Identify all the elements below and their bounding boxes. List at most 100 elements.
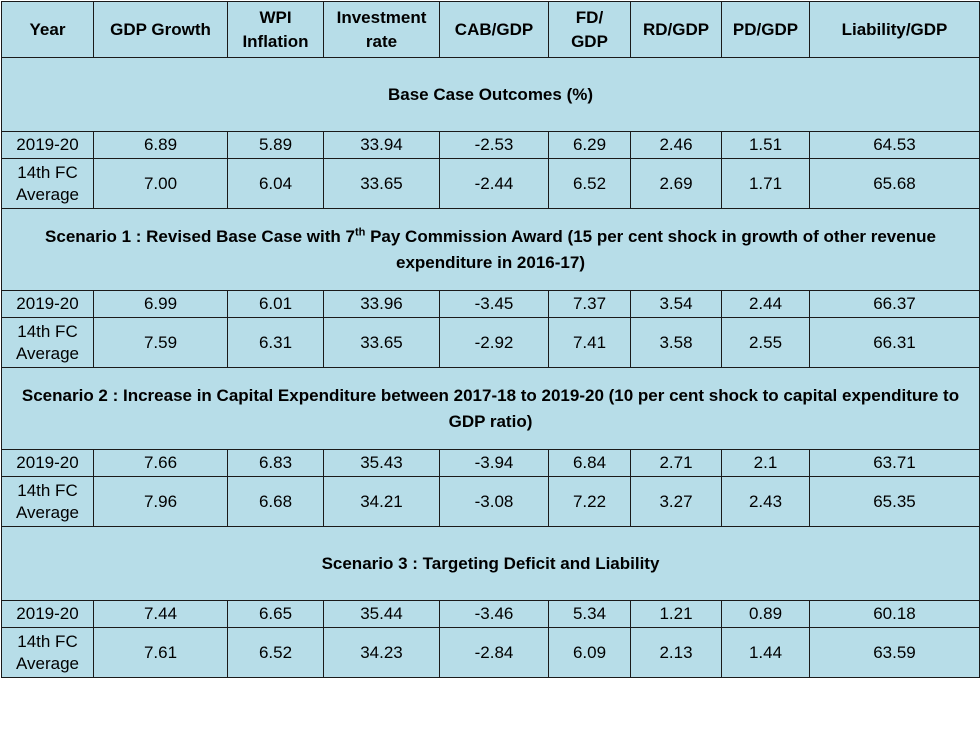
year-cell: 14th FC Average xyxy=(1,317,94,368)
col-header-investment-rate: Investment rate xyxy=(323,1,440,58)
cell-pd-gdp: 0.89 xyxy=(721,600,810,628)
section-title: Scenario 2 : Increase in Capital Expendi… xyxy=(1,367,980,450)
section-title-row: Scenario 1 : Revised Base Case with 7th … xyxy=(1,208,980,291)
cell-cab-gdp: -3.46 xyxy=(439,600,549,628)
section-title-text: Base Case Outcomes (%) xyxy=(387,84,594,104)
cell-cab-gdp: -3.45 xyxy=(439,290,549,318)
table-row: 2019-20 6.89 5.89 33.94 -2.53 6.29 2.46 1.51 64.… xyxy=(1,131,980,159)
cell-fd-gdp: 6.09 xyxy=(548,627,631,678)
year-cell: 2019-20 xyxy=(1,290,94,318)
cell-pd-gdp: 1.44 xyxy=(721,627,810,678)
cell-cab-gdp: -2.53 xyxy=(439,131,549,159)
cell-investment-rate: 35.43 xyxy=(323,449,440,477)
col-header-liability-gdp: Liability/GDP xyxy=(809,1,980,58)
section-title-row: Scenario 2 : Increase in Capital Expendi… xyxy=(1,367,980,450)
section-title-text: Pay Commission Award (15 per cent shock … xyxy=(365,226,936,272)
cell-fd-gdp: 7.37 xyxy=(548,290,631,318)
cell-fd-gdp: 7.22 xyxy=(548,476,631,527)
cell-liability-gdp: 63.59 xyxy=(809,627,980,678)
scenario-outcomes-table: Year GDP Growth WPI Inflation Investment r… xyxy=(1,1,980,678)
cell-fd-gdp: 6.84 xyxy=(548,449,631,477)
cell-cab-gdp: -2.44 xyxy=(439,158,549,209)
cell-fd-gdp: 7.41 xyxy=(548,317,631,368)
cell-rd-gdp: 2.71 xyxy=(630,449,722,477)
cell-liability-gdp: 65.35 xyxy=(809,476,980,527)
col-header-year: Year xyxy=(1,1,94,58)
cell-rd-gdp: 3.58 xyxy=(630,317,722,368)
cell-pd-gdp: 2.43 xyxy=(721,476,810,527)
cell-investment-rate: 33.96 xyxy=(323,290,440,318)
cell-wpi-inflation: 6.52 xyxy=(227,627,324,678)
section-title: Scenario 1 : Revised Base Case with 7th … xyxy=(1,208,980,291)
col-header-cab-gdp: CAB/GDP xyxy=(439,1,549,58)
section-title: Base Case Outcomes (%) xyxy=(1,57,980,132)
cell-gdp-growth: 7.00 xyxy=(93,158,228,209)
cell-rd-gdp: 2.69 xyxy=(630,158,722,209)
cell-rd-gdp: 3.54 xyxy=(630,290,722,318)
header-row: Year GDP Growth WPI Inflation Investment r… xyxy=(1,1,980,58)
cell-liability-gdp: 66.37 xyxy=(809,290,980,318)
col-header-pd-gdp: PD/GDP xyxy=(721,1,810,58)
cell-liability-gdp: 65.68 xyxy=(809,158,980,209)
section-title: Scenario 3 : Targeting Deficit and Liabi… xyxy=(1,526,980,601)
cell-wpi-inflation: 6.04 xyxy=(227,158,324,209)
cell-pd-gdp: 2.1 xyxy=(721,449,810,477)
table-row: 2019-20 7.44 6.65 35.44 -3.46 5.34 1.21 0.89 60.… xyxy=(1,600,980,628)
cell-wpi-inflation: 6.65 xyxy=(227,600,324,628)
cell-investment-rate: 33.94 xyxy=(323,131,440,159)
cell-gdp-growth: 7.96 xyxy=(93,476,228,527)
section-title-row: Base Case Outcomes (%) xyxy=(1,57,980,132)
year-cell: 14th FC Average xyxy=(1,476,94,527)
cell-gdp-growth: 7.61 xyxy=(93,627,228,678)
cell-wpi-inflation: 6.83 xyxy=(227,449,324,477)
cell-pd-gdp: 1.71 xyxy=(721,158,810,209)
cell-pd-gdp: 2.44 xyxy=(721,290,810,318)
col-header-gdp-growth: GDP Growth xyxy=(93,1,228,58)
year-cell: 14th FC Average xyxy=(1,627,94,678)
cell-investment-rate: 34.21 xyxy=(323,476,440,527)
cell-liability-gdp: 63.71 xyxy=(809,449,980,477)
section-title-text: Scenario 1 : Revised Base Case with 7 xyxy=(45,226,355,246)
cell-investment-rate: 33.65 xyxy=(323,317,440,368)
cell-gdp-growth: 7.66 xyxy=(93,449,228,477)
col-header-fd-gdp: FD/GDP xyxy=(548,1,631,58)
cell-wpi-inflation: 5.89 xyxy=(227,131,324,159)
cell-wpi-inflation: 6.68 xyxy=(227,476,324,527)
cell-cab-gdp: -3.08 xyxy=(439,476,549,527)
cell-wpi-inflation: 6.31 xyxy=(227,317,324,368)
cell-liability-gdp: 60.18 xyxy=(809,600,980,628)
table-row: 14th FC Average 7.96 6.68 34.21 -3.08 7.22 3.27… xyxy=(1,476,980,527)
cell-rd-gdp: 1.21 xyxy=(630,600,722,628)
cell-rd-gdp: 2.13 xyxy=(630,627,722,678)
section-title-text: Scenario 3 : Targeting Deficit and Liabi… xyxy=(321,553,660,573)
cell-cab-gdp: -3.94 xyxy=(439,449,549,477)
col-header-wpi-inflation: WPI Inflation xyxy=(227,1,324,58)
cell-pd-gdp: 2.55 xyxy=(721,317,810,368)
cell-investment-rate: 33.65 xyxy=(323,158,440,209)
cell-gdp-growth: 6.99 xyxy=(93,290,228,318)
table-row: 14th FC Average 7.59 6.31 33.65 -2.92 7.41 3.58… xyxy=(1,317,980,368)
cell-pd-gdp: 1.51 xyxy=(721,131,810,159)
table-row: 2019-20 7.66 6.83 35.43 -3.94 6.84 2.71 2.1 63.7… xyxy=(1,449,980,477)
col-header-rd-gdp: RD/GDP xyxy=(630,1,722,58)
cell-cab-gdp: -2.92 xyxy=(439,317,549,368)
cell-fd-gdp: 5.34 xyxy=(548,600,631,628)
cell-rd-gdp: 3.27 xyxy=(630,476,722,527)
year-cell: 2019-20 xyxy=(1,449,94,477)
cell-investment-rate: 35.44 xyxy=(323,600,440,628)
cell-fd-gdp: 6.52 xyxy=(548,158,631,209)
cell-gdp-growth: 7.59 xyxy=(93,317,228,368)
table-row: 14th FC Average 7.00 6.04 33.65 -2.44 6.52 2.69… xyxy=(1,158,980,209)
year-cell: 14th FC Average xyxy=(1,158,94,209)
cell-fd-gdp: 6.29 xyxy=(548,131,631,159)
section-title-text: th xyxy=(354,225,366,238)
cell-investment-rate: 34.23 xyxy=(323,627,440,678)
year-cell: 2019-20 xyxy=(1,131,94,159)
cell-gdp-growth: 7.44 xyxy=(93,600,228,628)
cell-wpi-inflation: 6.01 xyxy=(227,290,324,318)
year-cell: 2019-20 xyxy=(1,600,94,628)
table-row: 14th FC Average 7.61 6.52 34.23 -2.84 6.09 2.13… xyxy=(1,627,980,678)
cell-liability-gdp: 66.31 xyxy=(809,317,980,368)
cell-cab-gdp: -2.84 xyxy=(439,627,549,678)
section-title-text: Scenario 2 : Increase in Capital Expendi… xyxy=(21,385,960,431)
